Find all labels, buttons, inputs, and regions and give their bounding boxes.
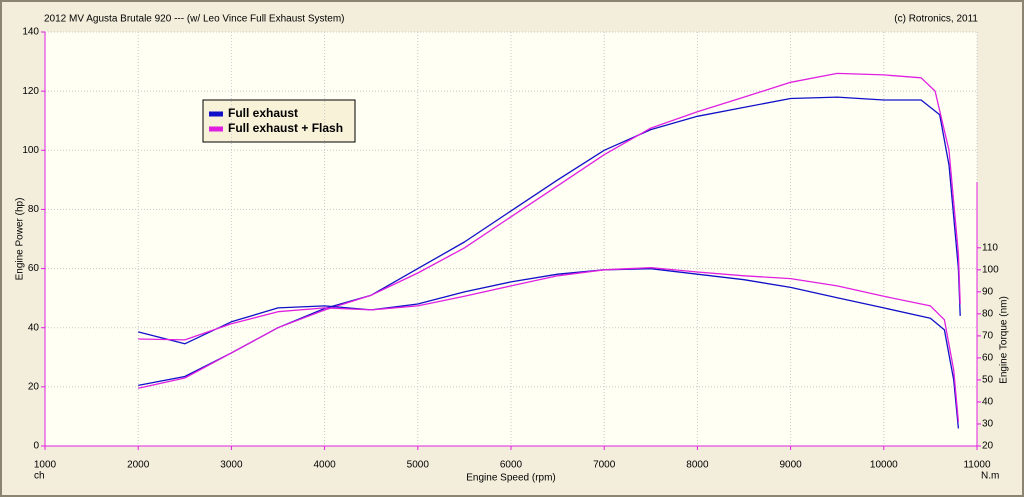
x-tick-label: 2000	[127, 460, 150, 471]
y2-tick-label: 110	[982, 242, 998, 253]
x-tick-label: 8000	[686, 460, 709, 471]
x-tick-label: 5000	[407, 460, 430, 471]
y2-tick-label: 90	[982, 286, 994, 297]
x-tick-label: 3000	[220, 460, 243, 471]
y2-tick-label: 60	[982, 353, 994, 364]
x-tick-label: 7000	[593, 460, 616, 471]
series-line	[138, 266, 960, 422]
x-tick-label: 1000	[34, 460, 57, 471]
y-tick-label: 140	[22, 27, 39, 38]
y2-tick-label: 50	[982, 375, 994, 386]
y-tick-label: 80	[28, 204, 40, 215]
y2-tick-label: 70	[982, 331, 994, 342]
y-tick-label: 40	[28, 322, 40, 333]
x-tick-label: 4000	[313, 460, 336, 471]
x-tick-label: 6000	[500, 460, 523, 471]
series-line	[138, 96, 961, 387]
y2-tick-label: 80	[982, 309, 994, 320]
legend-swatch	[209, 111, 223, 117]
y-tick-label: 100	[22, 145, 39, 156]
y2-tick-label: 20	[982, 441, 994, 452]
x-tick-label: 9000	[779, 460, 802, 471]
series-line	[138, 72, 961, 389]
x-tick-label: 11000	[963, 460, 991, 471]
y-tick-label: 20	[28, 381, 40, 392]
legend-label: Full exhaust	[228, 106, 298, 120]
y-tick-label: 60	[28, 263, 40, 274]
legend-label: Full exhaust + Flash	[228, 121, 343, 135]
y-tick-label: 120	[22, 86, 39, 97]
x-axis-label: Engine Speed (rpm)	[466, 473, 556, 484]
y2-unit: N.m	[981, 471, 999, 482]
y2-tick-label: 100	[982, 264, 999, 275]
y-axis-label: Engine Power (hp)	[15, 198, 26, 281]
legend	[202, 99, 356, 143]
legend-swatch	[209, 126, 223, 132]
chart-title: 2012 MV Agusta Brutale 920 --- (w/ Leo V…	[44, 14, 345, 25]
y-tick-label: 0	[33, 441, 39, 452]
x-tick-label: 10000	[870, 460, 898, 471]
chart-subtitle: (c) Rotronics, 2011	[894, 14, 978, 25]
y2-axis-label: Engine Torque (nm)	[999, 296, 1010, 384]
y2-tick-label: 40	[982, 397, 994, 408]
y2-tick-label: 30	[982, 419, 994, 430]
y-unit: ch	[34, 471, 45, 482]
